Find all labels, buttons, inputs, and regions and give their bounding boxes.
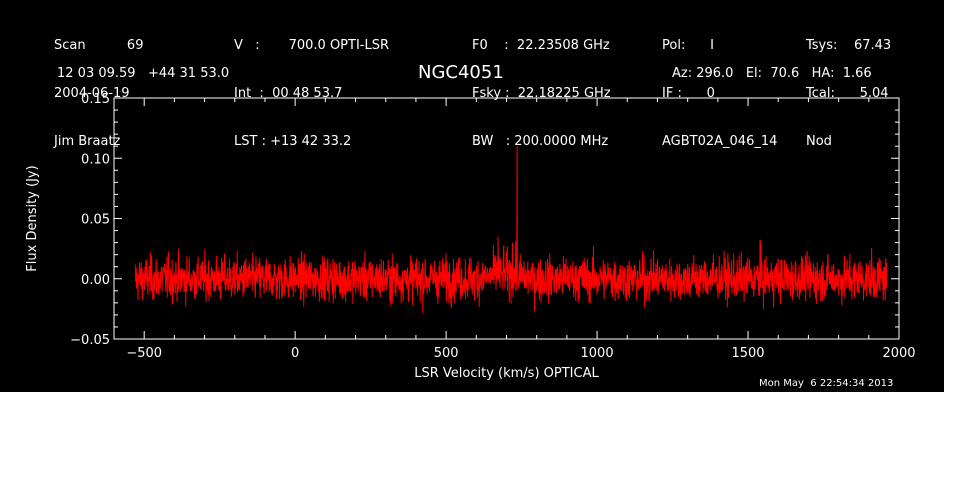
y-tick-label: 0.05	[81, 213, 110, 228]
x-tick-label: 1500	[731, 346, 764, 361]
y-tick-label: 0.10	[81, 152, 110, 167]
header-column-3: F0 : 22.23508 GHz Fsky : 22.18225 GHz BW…	[472, 6, 611, 166]
x-tick-label: 2000	[882, 346, 915, 361]
rest-frequency-label: F0 : 22.23508 GHz	[472, 38, 610, 53]
lst-label: LST : +13 42 33.2	[234, 134, 352, 149]
procedure-label: Nod	[806, 134, 832, 149]
tcal-label: Tcal: 5.04	[806, 86, 889, 101]
polarization-label: Pol: I	[662, 38, 714, 53]
header-column-2: V : 700.0 OPTI-LSR Int : 00 48 53.7 LST …	[234, 6, 389, 166]
trace-layer	[134, 146, 888, 314]
x-tick-label: 500	[434, 346, 459, 361]
object-name: NGC4051	[418, 62, 504, 83]
x-tick-label: 0	[291, 346, 299, 361]
velocity-label: V : 700.0 OPTI-LSR	[234, 38, 390, 53]
date-label: 2004-06-19	[54, 86, 130, 101]
x-axis-label: LSR Velocity (km/s) OPTICAL	[414, 366, 599, 381]
spectrum-trace	[134, 146, 888, 314]
bandwidth-label: BW : 200.0000 MHz	[472, 134, 609, 149]
header-column-5: Tsys: 67.43 Tcal: 5.04 Nod	[806, 6, 891, 166]
sky-frequency-label: Fsky : 22.18225 GHz	[472, 86, 611, 101]
plot-frame	[113, 97, 900, 340]
project-label: AGBT02A_046_14	[662, 134, 778, 149]
pointing-label: Az: 296.0 El: 70.6 HA: 1.66	[672, 66, 872, 81]
header-column-1: Scan 69 2004-06-19 Jim Braatz	[54, 6, 143, 166]
header-column-4: Pol: I IF : 0 AGBT02A_046_14	[662, 6, 777, 166]
coordinates-label: 12 03 09.59 +44 31 53.0	[57, 66, 230, 81]
integration-label: Int : 00 48 53.7	[234, 86, 343, 101]
observer-label: Jim Braatz	[54, 134, 121, 149]
scan-label: Scan 69	[54, 38, 144, 53]
plot-timestamp: Mon May 6 22:54:34 2013	[759, 378, 894, 389]
spectrum-chart: −500 0 500 1000 1500 2000 −0.05 0.00 0.05 0.10 0.1…	[25, 92, 916, 381]
x-tick-label: 1000	[581, 346, 614, 361]
tsys-label: Tsys: 67.43	[806, 38, 892, 53]
plot-panel	[0, 0, 944, 392]
if-label: IF : 0	[662, 86, 715, 101]
y-tick-label: 0.00	[81, 273, 110, 288]
y-tick-label: 0.15	[81, 92, 110, 107]
x-tick-label: −500	[126, 346, 162, 361]
axis-layer: −500 0 500 1000 1500 2000 −0.05 0.00 0.05 0.10 0.1…	[70, 92, 915, 361]
y-tick-label: −0.05	[70, 333, 110, 348]
y-axis-label: Flux Density (Jy)	[25, 165, 40, 271]
